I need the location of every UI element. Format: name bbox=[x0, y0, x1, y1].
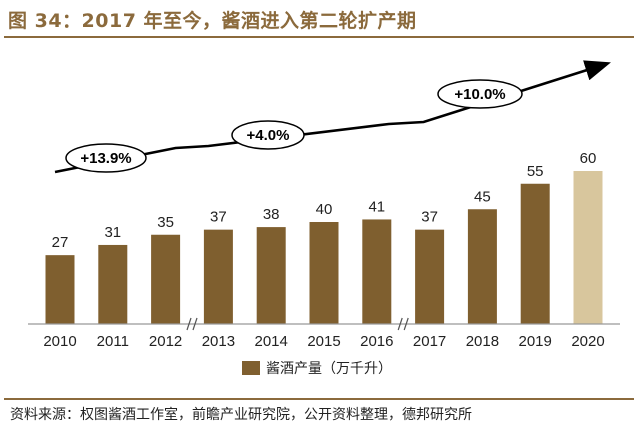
value-label-2012: 35 bbox=[157, 214, 174, 231]
bar-2016 bbox=[362, 219, 392, 324]
annotation-label: +10.0% bbox=[454, 86, 505, 103]
legend-swatch bbox=[242, 361, 260, 375]
category-label-2014: 2014 bbox=[255, 333, 288, 350]
value-label-2016: 41 bbox=[368, 198, 385, 215]
category-label-2013: 2013 bbox=[202, 333, 235, 350]
bar-2017 bbox=[415, 229, 445, 324]
category-label-2016: 2016 bbox=[360, 333, 393, 350]
value-label-2011: 31 bbox=[104, 224, 121, 241]
value-label-2014: 38 bbox=[263, 206, 280, 223]
growth-annotation-1: +13.9% bbox=[65, 143, 147, 173]
axis-break-stroke bbox=[186, 317, 192, 331]
value-label-2010: 27 bbox=[52, 234, 69, 251]
axis-break-stroke bbox=[403, 317, 409, 331]
category-label-2017: 2017 bbox=[413, 333, 446, 350]
source-note: 资料来源：权图酱酒工作室，前瞻产业研究院，公开资料整理，德邦研究所 bbox=[10, 407, 472, 423]
bar-2020 bbox=[573, 171, 603, 324]
category-label-2012: 2012 bbox=[149, 333, 182, 350]
value-label-2020: 60 bbox=[580, 150, 597, 167]
category-label-2011: 2011 bbox=[97, 333, 129, 350]
bar-2015 bbox=[309, 222, 339, 324]
axis-break-stroke bbox=[192, 317, 198, 331]
bar-2018 bbox=[467, 209, 497, 324]
category-label-2020: 2020 bbox=[571, 333, 604, 350]
value-label-2013: 37 bbox=[210, 209, 227, 226]
growth-annotations: +13.9% +4.0% +10.0% bbox=[65, 79, 523, 173]
bar-2011 bbox=[98, 244, 128, 324]
bar-2010 bbox=[45, 255, 75, 324]
category-label-2019: 2019 bbox=[519, 333, 552, 350]
chart-title: 图 34：2017 年至今，酱酒进入第二轮扩产期 bbox=[8, 10, 417, 32]
bar-2019 bbox=[520, 183, 550, 324]
bar-2012 bbox=[151, 234, 181, 324]
title-divider bbox=[4, 36, 634, 38]
bars-layer bbox=[45, 171, 603, 324]
source-divider bbox=[4, 398, 634, 400]
bar-2014 bbox=[256, 227, 286, 324]
annotation-ellipse bbox=[231, 120, 305, 150]
annotation-label: +13.9% bbox=[80, 150, 131, 167]
growth-annotation-3: +10.0% bbox=[437, 79, 523, 109]
annotation-ellipse bbox=[437, 79, 523, 109]
category-label-2010: 2010 bbox=[43, 333, 76, 350]
bar-2013 bbox=[203, 229, 233, 324]
value-labels-layer: 27 31 35 37 38 40 41 37 45 55 60 bbox=[52, 150, 597, 251]
axis-break-2016 bbox=[397, 317, 409, 331]
annotation-ellipse bbox=[65, 143, 147, 173]
value-label-2015: 40 bbox=[316, 201, 333, 218]
value-label-2017: 37 bbox=[421, 209, 438, 226]
growth-annotation-2: +4.0% bbox=[231, 120, 305, 150]
value-label-2019: 55 bbox=[527, 163, 544, 180]
axis-break-stroke bbox=[397, 317, 403, 331]
category-label-2018: 2018 bbox=[466, 333, 499, 350]
chart-legend: 酱酒产量（万千升） bbox=[242, 358, 392, 378]
legend-label: 酱酒产量（万千升） bbox=[266, 361, 392, 377]
annotation-label: +4.0% bbox=[247, 127, 290, 144]
category-label-2015: 2015 bbox=[307, 333, 340, 350]
axis-break-2012 bbox=[186, 317, 198, 331]
value-label-2018: 45 bbox=[474, 188, 491, 205]
x-axis: 2010 2011 2012 2013 2014 2015 2016 2017 2018 2019… bbox=[28, 317, 620, 350]
